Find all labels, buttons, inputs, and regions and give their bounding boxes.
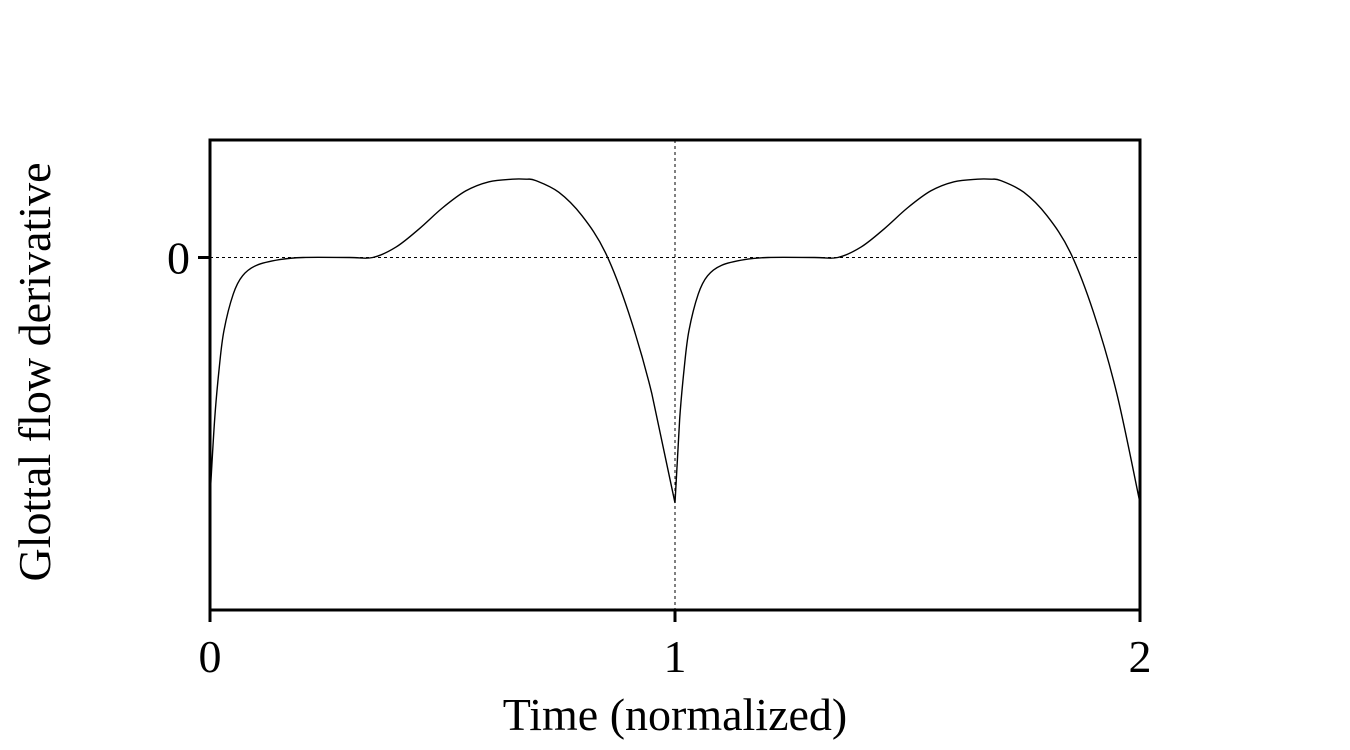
series-line-0	[209, 178, 1141, 504]
x-axis-label: Time (normalized)	[503, 689, 848, 740]
reference-lines	[210, 140, 1140, 610]
x-tick-label: 1	[664, 631, 687, 682]
y-axis-label: Glottal flow derivative	[9, 163, 60, 582]
series-group	[209, 178, 1141, 504]
x-tick-label: 2	[1129, 631, 1152, 682]
y-tick-label: 0	[167, 233, 190, 284]
ticks: 0 1 2 0	[167, 233, 1152, 683]
x-tick-label: 0	[199, 631, 222, 682]
